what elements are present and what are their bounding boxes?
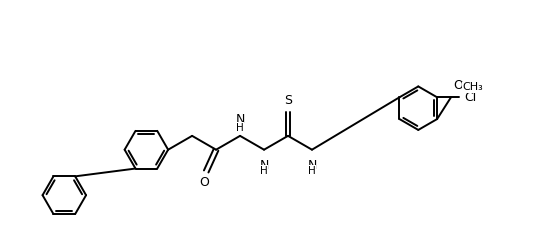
Text: H: H: [308, 165, 316, 176]
Text: N: N: [259, 159, 269, 172]
Text: H: H: [260, 165, 268, 176]
Text: S: S: [284, 94, 292, 107]
Text: CH₃: CH₃: [463, 82, 484, 92]
Text: N: N: [307, 159, 317, 172]
Text: O: O: [199, 176, 209, 189]
Text: Cl: Cl: [464, 91, 476, 104]
Text: N: N: [235, 113, 244, 126]
Text: O: O: [453, 79, 463, 92]
Text: H: H: [236, 123, 244, 133]
